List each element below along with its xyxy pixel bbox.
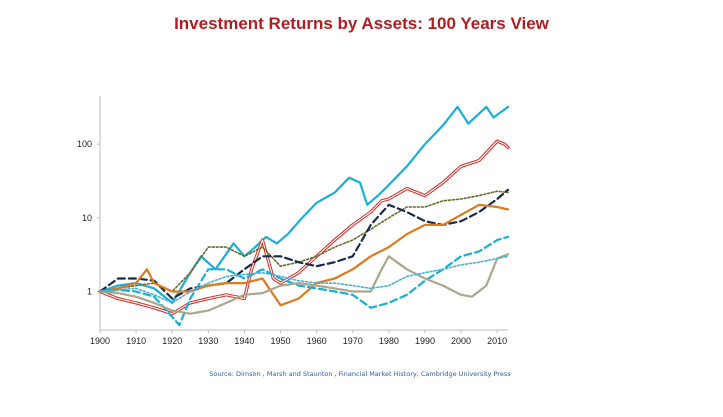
x-tick-label: 1920 <box>162 336 182 346</box>
series-line-4 <box>98 188 510 300</box>
x-tick-label: 1910 <box>126 336 146 346</box>
y-tick-label: 10 <box>82 213 92 223</box>
x-tick-label: 2000 <box>451 336 471 346</box>
x-tick-label: 1960 <box>307 336 327 346</box>
x-tick-label: 2010 <box>487 336 507 346</box>
x-tick-label: 1980 <box>379 336 399 346</box>
series-line-7 <box>98 253 510 315</box>
series-lines <box>98 105 510 327</box>
x-tick-label: 1900 <box>90 336 110 346</box>
series-line-3 <box>99 190 509 293</box>
y-tick-label: 1 <box>87 286 92 296</box>
x-tick-label: 1970 <box>343 336 363 346</box>
x-tick-label: 1950 <box>271 336 291 346</box>
series-line-1 <box>98 105 510 304</box>
chart-title: Investment Returns by Assets: 100 Years … <box>174 14 549 33</box>
series-line-5 <box>98 203 510 307</box>
x-tick-label: 1990 <box>415 336 435 346</box>
x-ticks: 1900 1910 1920 1930 1940 1950 1960 1970 1980 1990… <box>90 330 507 346</box>
y-ticks: 1 10 100 <box>77 139 100 296</box>
series-line-8 <box>99 255 509 304</box>
y-tick-label: 100 <box>77 139 92 149</box>
source-note: Source: Dimson , Marsh and Staunton , Fi… <box>209 370 511 378</box>
x-tick-label: 1940 <box>234 336 254 346</box>
x-tick-label: 1930 <box>198 336 218 346</box>
